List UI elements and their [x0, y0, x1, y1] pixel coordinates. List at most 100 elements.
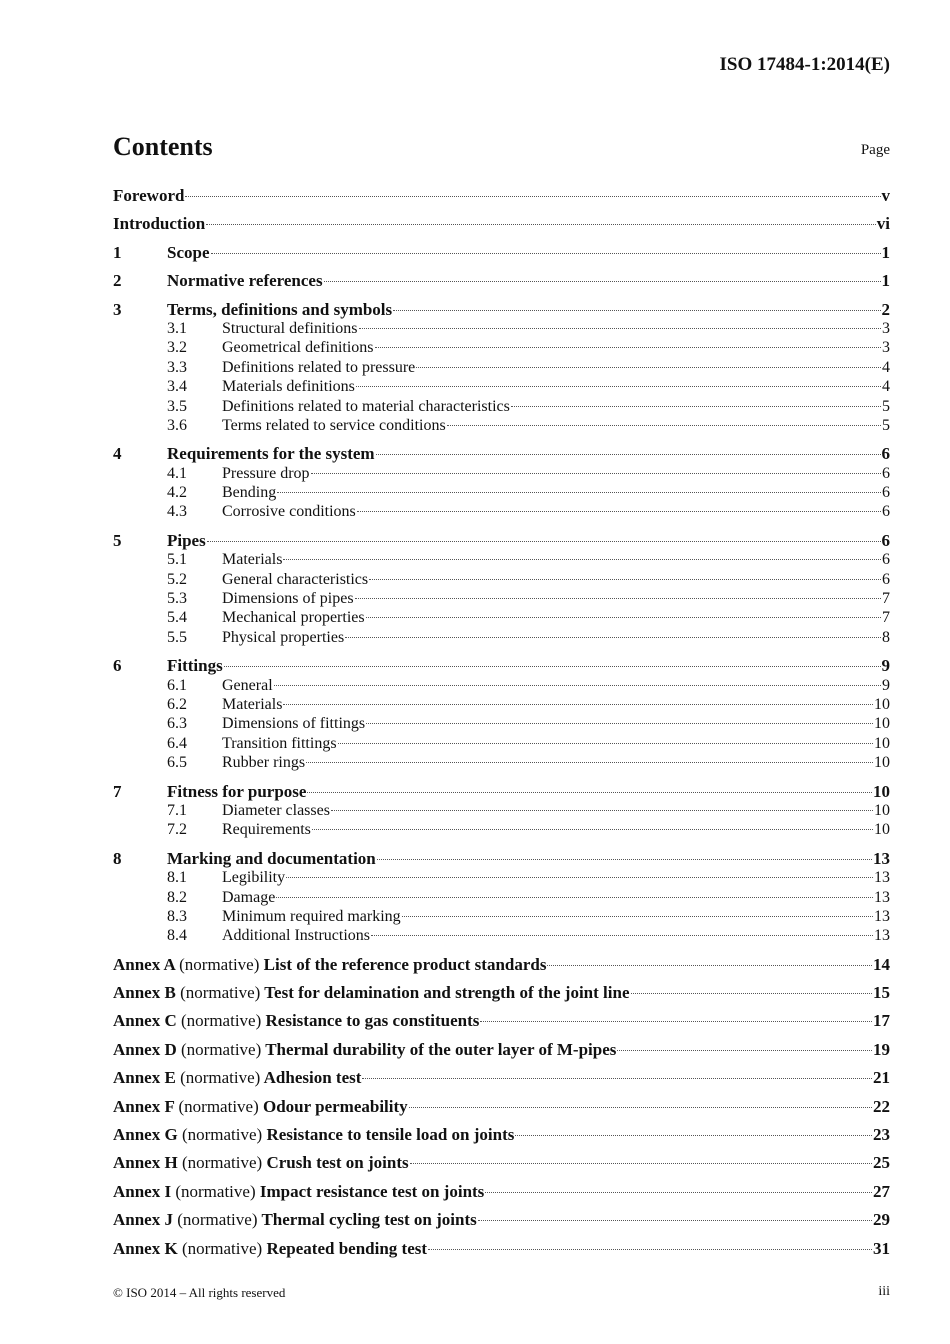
- toc-entry[interactable]: 3.6 Terms related to service conditions 5: [113, 416, 890, 435]
- toc-entry[interactable]: 7.1 Diameter classes 10: [113, 801, 890, 820]
- entry-page: 10: [874, 695, 890, 713]
- annex-type: (normative): [181, 1125, 263, 1145]
- annex-name: Crush test on joints: [266, 1153, 409, 1173]
- annex-type: (normative): [177, 1210, 258, 1230]
- annex-name: Resistance to tensile load on joints: [266, 1125, 515, 1145]
- subsection-number: 5.5: [167, 628, 187, 646]
- entry-title: Physical properties: [222, 628, 345, 646]
- dot-leader: [374, 347, 881, 349]
- toc-entry[interactable]: 3.3 Definitions related to pressure 4: [113, 358, 890, 377]
- dot-leader: [206, 224, 876, 226]
- entry-page: 10: [874, 734, 890, 752]
- entry-page: 10: [874, 821, 890, 839]
- dot-leader: [446, 424, 881, 426]
- entry-page: 2: [881, 299, 891, 319]
- toc-entry[interactable]: 6.4 Transition fittings 10: [113, 734, 890, 753]
- entry-page: 4: [882, 378, 890, 396]
- dot-leader: [323, 281, 881, 283]
- toc-entry[interactable]: 8.3 Minimum required marking 13: [113, 907, 890, 926]
- page-column-label: Page: [860, 142, 890, 158]
- toc-entry[interactable]: 4.1 Pressure drop 6: [113, 464, 890, 483]
- toc-entry[interactable]: Annex I (normative) Impact resistance te…: [113, 1182, 890, 1201]
- entry-page: 13: [874, 907, 890, 925]
- toc-entry[interactable]: 1 Scope 1: [113, 243, 890, 262]
- annex-title: Annex B (normative) Test for delaminatio…: [113, 983, 630, 1002]
- toc-entry[interactable]: 4.3 Corrosive conditions 6: [113, 502, 890, 521]
- dot-leader: [416, 366, 881, 368]
- entry-title: Geometrical definitions: [222, 339, 374, 357]
- annex-title: Annex J (normative) Thermal cycling test…: [113, 1210, 477, 1229]
- toc-entry[interactable]: Foreword v: [113, 186, 890, 205]
- subsection-number: 3.2: [167, 339, 187, 357]
- dot-leader: [306, 762, 873, 764]
- toc-entry[interactable]: 4.2 Bending 6: [113, 483, 890, 502]
- subsection-number: 5.3: [167, 590, 187, 608]
- dot-leader: [277, 492, 881, 494]
- toc-entry[interactable]: 3.1 Structural definitions 3: [113, 319, 890, 338]
- toc-entry[interactable]: Annex A (normative) List of the referenc…: [113, 955, 890, 974]
- toc-entry[interactable]: 3.2 Geometrical definitions 3: [113, 338, 890, 357]
- section-number: 7: [113, 781, 122, 801]
- toc-entry[interactable]: 3.4 Materials definitions 4: [113, 377, 890, 396]
- entry-page: 3: [882, 319, 890, 337]
- toc-entry[interactable]: 6.5 Rubber rings 10: [113, 753, 890, 772]
- toc-entry[interactable]: Annex E (normative) Adhesion test 21: [113, 1068, 890, 1087]
- toc-entry[interactable]: 5.5 Physical properties 8: [113, 628, 890, 647]
- toc-entry[interactable]: 8.4 Additional Instructions 13: [113, 926, 890, 945]
- entry-page: 10: [874, 754, 890, 772]
- toc-entry[interactable]: 3.5 Definitions related to material chara…: [113, 397, 890, 416]
- toc-entry[interactable]: 5.1 Materials 6: [113, 550, 890, 569]
- toc-entry[interactable]: 3 Terms, definitions and symbols 2: [113, 300, 890, 319]
- entry-title: Materials: [222, 551, 283, 569]
- entry-page: 3: [882, 339, 890, 357]
- toc-entry[interactable]: Introduction vi: [113, 214, 890, 233]
- toc-entry[interactable]: 5.4 Mechanical properties 7: [113, 608, 890, 627]
- dot-leader: [370, 935, 873, 937]
- dot-leader: [358, 327, 881, 329]
- annex-type: (normative): [179, 954, 260, 974]
- entry-page: 29: [873, 1210, 890, 1230]
- toc-entry[interactable]: 7.2 Requirements 10: [113, 820, 890, 839]
- entry-title: Materials: [222, 695, 283, 713]
- annex-label: Annex G: [113, 1125, 178, 1145]
- subsection-number: 3.4: [167, 378, 187, 396]
- dot-leader: [365, 617, 881, 619]
- entry-page: 9: [882, 676, 890, 694]
- toc-entry[interactable]: 5.2 General characteristics 6: [113, 570, 890, 589]
- dot-leader: [311, 829, 873, 831]
- toc-entry[interactable]: Annex H (normative) Crush test on joints…: [113, 1153, 890, 1172]
- toc-entry[interactable]: 8.1 Legibility 13: [113, 868, 890, 887]
- entry-page: 6: [881, 530, 891, 550]
- dot-leader: [337, 742, 873, 744]
- toc-entry[interactable]: 8 Marking and documentation 13: [113, 849, 890, 868]
- toc-entry[interactable]: 8.2 Damage 13: [113, 888, 890, 907]
- section-number: 5: [113, 530, 122, 550]
- entry-title: Mechanical properties: [222, 609, 365, 627]
- toc-entry[interactable]: Annex D (normative) Thermal durability o…: [113, 1040, 890, 1059]
- toc-entry[interactable]: Annex B (normative) Test for delaminatio…: [113, 983, 890, 1002]
- toc-entry[interactable]: Annex K (normative) Repeated bending tes…: [113, 1239, 890, 1258]
- annex-label: Annex D: [113, 1039, 177, 1059]
- subsection-number: 6.1: [167, 676, 187, 694]
- entry-page: 1: [881, 242, 891, 262]
- dot-leader: [345, 636, 881, 638]
- entry-title: Fitness for purpose: [167, 781, 307, 801]
- toc-entry[interactable]: 6.3 Dimensions of fittings 10: [113, 714, 890, 733]
- toc-entry[interactable]: 6 Fittings 9: [113, 656, 890, 675]
- annex-label: Annex F: [113, 1096, 175, 1116]
- toc-entry[interactable]: Annex G (normative) Resistance to tensil…: [113, 1125, 890, 1144]
- entry-title: Minimum required marking: [222, 907, 401, 925]
- toc-entry[interactable]: Annex J (normative) Thermal cycling test…: [113, 1210, 890, 1229]
- entry-title: Requirements for the system: [167, 444, 375, 464]
- toc-entry[interactable]: 6.1 General 9: [113, 676, 890, 695]
- toc-entry[interactable]: Annex F (normative) Odour permeability 22: [113, 1097, 890, 1116]
- page-title: Contents: [113, 132, 213, 161]
- toc-entry[interactable]: 2 Normative references 1: [113, 271, 890, 290]
- toc-entry[interactable]: 7 Fitness for purpose 10: [113, 782, 890, 801]
- toc-entry[interactable]: 4 Requirements for the system 6: [113, 444, 890, 463]
- toc-entry[interactable]: 6.2 Materials 10: [113, 695, 890, 714]
- entry-page: 5: [882, 416, 890, 434]
- toc-entry[interactable]: Annex C (normative) Resistance to gas co…: [113, 1011, 890, 1030]
- toc-entry[interactable]: 5 Pipes 6: [113, 531, 890, 550]
- toc-entry[interactable]: 5.3 Dimensions of pipes 7: [113, 589, 890, 608]
